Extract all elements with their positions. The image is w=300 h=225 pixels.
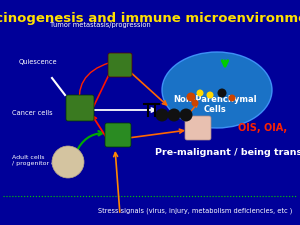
Text: Stress signals (virus, injury, metabolism deficiencies, etc ): Stress signals (virus, injury, metabolis…	[98, 208, 292, 214]
Text: OIS, OIA,: OIS, OIA,	[238, 123, 287, 133]
Text: Adult cells
/ progenitor cells: Adult cells / progenitor cells	[12, 155, 65, 166]
Circle shape	[229, 94, 236, 101]
FancyBboxPatch shape	[108, 53, 132, 77]
Circle shape	[52, 146, 84, 178]
Circle shape	[155, 108, 169, 122]
Circle shape	[191, 99, 199, 106]
FancyBboxPatch shape	[185, 116, 211, 140]
Circle shape	[187, 92, 196, 101]
FancyBboxPatch shape	[66, 95, 94, 121]
Circle shape	[206, 92, 214, 99]
Circle shape	[218, 88, 226, 97]
Text: Non-Parenchymal
Cells: Non-Parenchymal Cells	[173, 95, 257, 114]
Circle shape	[179, 108, 193, 122]
Text: Cancer cells: Cancer cells	[12, 110, 52, 116]
Text: Carcinogenesis and immune microenvironments: Carcinogenesis and immune microenvironme…	[0, 12, 300, 25]
Text: Quiescence: Quiescence	[19, 59, 57, 65]
Text: Tumor metastasis/progression: Tumor metastasis/progression	[50, 22, 150, 28]
FancyBboxPatch shape	[105, 123, 131, 147]
Ellipse shape	[162, 52, 272, 128]
Circle shape	[167, 108, 181, 122]
Circle shape	[196, 90, 203, 97]
Text: Pre-malignant / being transformed: Pre-malignant / being transformed	[155, 148, 300, 157]
